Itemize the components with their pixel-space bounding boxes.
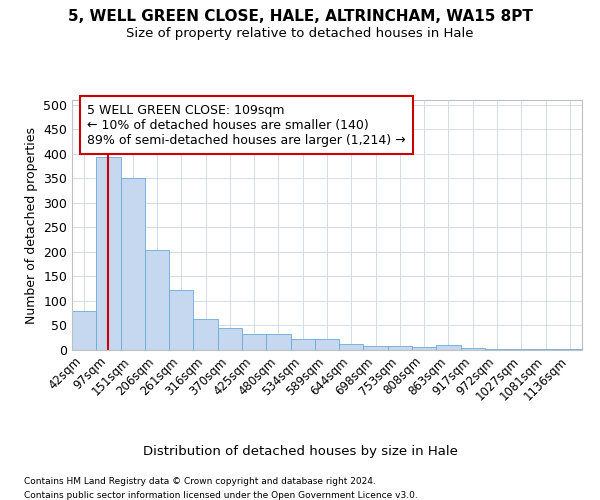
Bar bbox=[533, 349, 558, 350]
Bar bbox=[218, 328, 242, 350]
Text: 5, WELL GREEN CLOSE, HALE, ALTRINCHAM, WA15 8PT: 5, WELL GREEN CLOSE, HALE, ALTRINCHAM, W… bbox=[68, 9, 532, 24]
Text: Distribution of detached houses by size in Hale: Distribution of detached houses by size … bbox=[143, 444, 457, 458]
Bar bbox=[436, 345, 461, 350]
Bar bbox=[193, 319, 218, 350]
Text: Size of property relative to detached houses in Hale: Size of property relative to detached ho… bbox=[126, 28, 474, 40]
Bar bbox=[266, 334, 290, 350]
Bar bbox=[315, 338, 339, 350]
Bar bbox=[145, 250, 169, 350]
Bar bbox=[169, 290, 193, 350]
Bar bbox=[509, 349, 533, 350]
Bar bbox=[364, 346, 388, 350]
Text: 5 WELL GREEN CLOSE: 109sqm
← 10% of detached houses are smaller (140)
89% of sem: 5 WELL GREEN CLOSE: 109sqm ← 10% of deta… bbox=[88, 104, 406, 147]
Text: Contains HM Land Registry data © Crown copyright and database right 2024.: Contains HM Land Registry data © Crown c… bbox=[24, 478, 376, 486]
Bar bbox=[121, 178, 145, 350]
Bar bbox=[242, 334, 266, 350]
Bar bbox=[96, 158, 121, 350]
Y-axis label: Number of detached properties: Number of detached properties bbox=[25, 126, 38, 324]
Bar bbox=[558, 348, 582, 350]
Bar bbox=[290, 339, 315, 350]
Bar bbox=[412, 346, 436, 350]
Bar bbox=[485, 348, 509, 350]
Bar bbox=[72, 311, 96, 350]
Bar bbox=[461, 348, 485, 350]
Bar bbox=[388, 346, 412, 350]
Text: Contains public sector information licensed under the Open Government Licence v3: Contains public sector information licen… bbox=[24, 491, 418, 500]
Bar bbox=[339, 344, 364, 350]
